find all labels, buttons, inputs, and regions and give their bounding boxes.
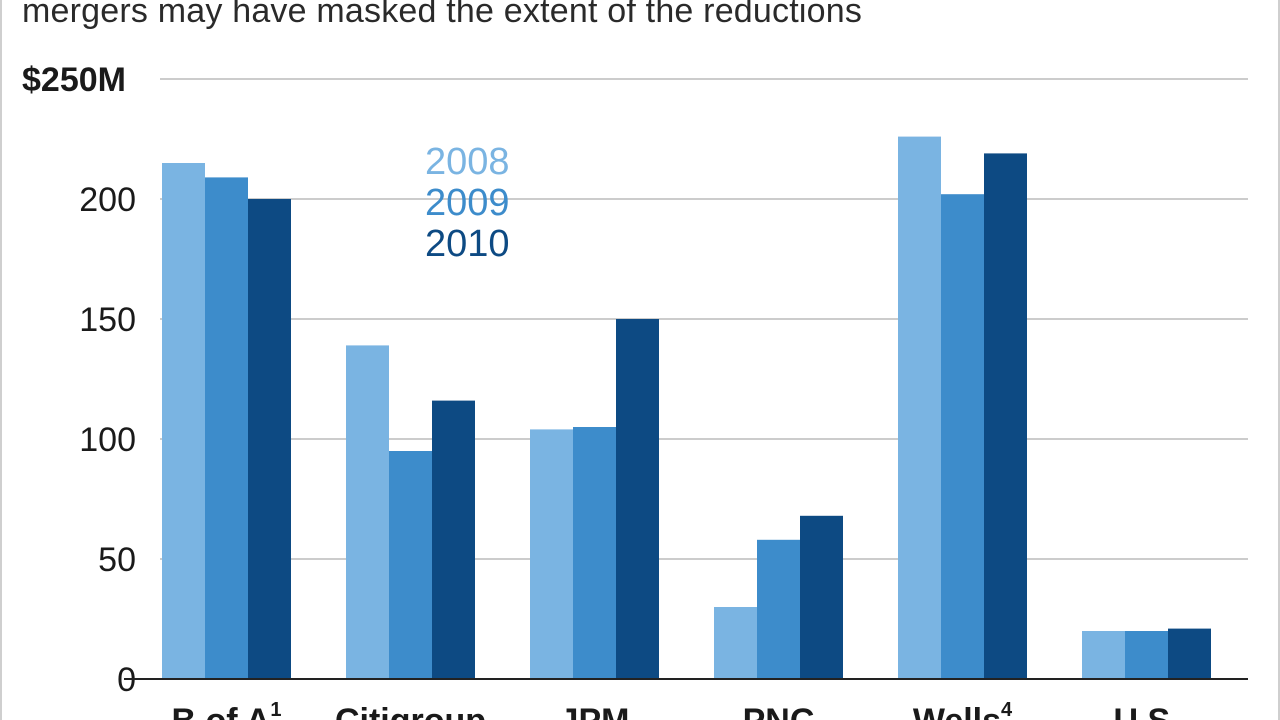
- bar-2010: [248, 199, 291, 679]
- y-tick-label: $250M: [22, 61, 126, 99]
- legend-entry-2009: 2009: [425, 182, 510, 224]
- category-label: JPM: [560, 702, 630, 720]
- y-tick-label: 50: [98, 541, 136, 579]
- bar-2008: [1082, 631, 1125, 679]
- bar-2010: [616, 319, 659, 679]
- bar-2010: [432, 400, 475, 679]
- bar-2009: [389, 451, 432, 679]
- category-label: B of A1: [172, 699, 282, 720]
- category-label: Wells4: [913, 699, 1013, 720]
- category-label: Citigroup: [335, 702, 486, 720]
- bar-2010: [800, 515, 843, 679]
- category-label: PNC: [743, 702, 815, 720]
- bar-2009: [757, 539, 800, 679]
- bar-2009: [1125, 631, 1168, 679]
- bar-2009: [573, 427, 616, 679]
- bar-2008: [714, 607, 757, 679]
- y-tick-label: 100: [79, 421, 136, 459]
- category-label: U.S.: [1113, 702, 1179, 720]
- y-tick-label: 200: [79, 181, 136, 219]
- chart-subtitle: mergers may have masked the extent of th…: [22, 0, 863, 30]
- bar-2008: [346, 345, 389, 679]
- legend-entry-2010: 2010: [425, 223, 510, 265]
- bar-2008: [162, 163, 205, 679]
- bar-2009: [941, 194, 984, 679]
- bar-2008: [898, 136, 941, 680]
- y-tick-label: 150: [79, 301, 136, 339]
- bar-2010: [984, 153, 1027, 679]
- bar-2009: [205, 177, 248, 679]
- bar-2010: [1168, 628, 1211, 679]
- bar-2008: [530, 429, 573, 679]
- legend-entry-2008: 2008: [425, 141, 510, 183]
